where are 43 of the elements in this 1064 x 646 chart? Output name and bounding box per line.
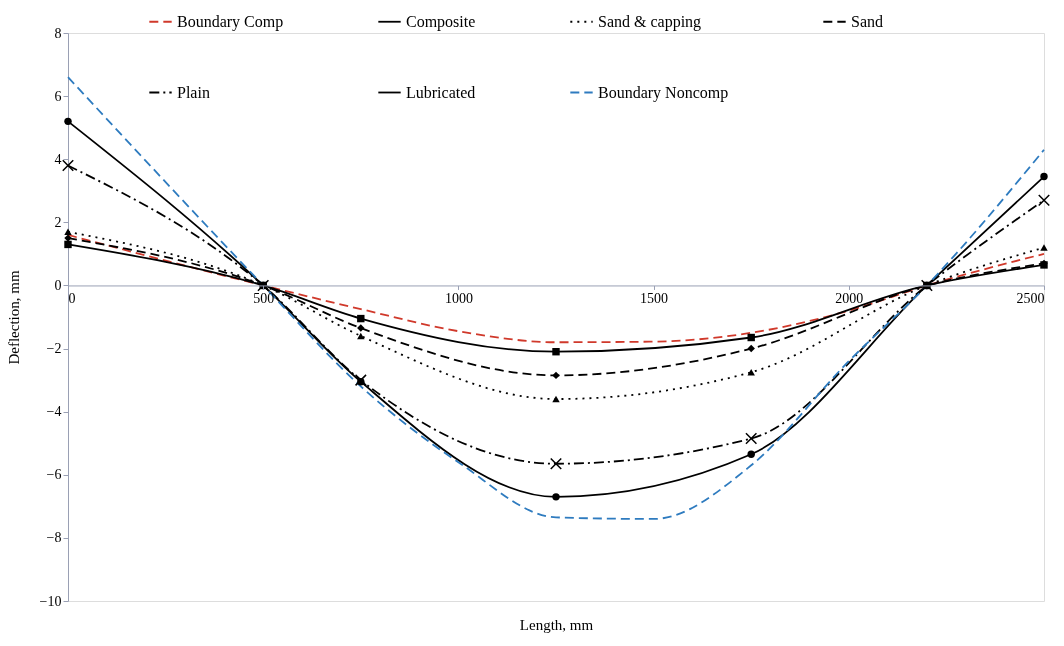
y-tick-label: −4 — [46, 404, 62, 420]
x-tick-label: 1000 — [444, 290, 473, 306]
point — [357, 314, 365, 323]
x-tick-label: 2500 — [1016, 290, 1045, 306]
y-tick-label: 4 — [54, 151, 62, 167]
point — [550, 457, 562, 470]
legend-label: Plain — [177, 83, 210, 101]
x-tick-label: 0 — [68, 290, 76, 306]
x-tick-label: 1500 — [640, 290, 669, 306]
x-tick-label: 500 — [253, 290, 275, 306]
y-tick-label: 8 — [54, 25, 62, 41]
legend-label: Lubricated — [406, 83, 476, 101]
y-tick-label: 0 — [54, 277, 62, 293]
y-tick-label: −10 — [39, 593, 62, 609]
point — [552, 371, 560, 380]
point — [1038, 194, 1050, 207]
point — [745, 432, 758, 445]
x-tick-label: 2000 — [835, 290, 864, 306]
legend-label: Composite — [406, 12, 476, 31]
legend-label: Boundary Noncomp — [598, 83, 729, 102]
point — [552, 348, 560, 356]
point — [64, 240, 72, 249]
y-axis-title: Deflection, mm — [5, 270, 22, 365]
point — [552, 493, 560, 501]
point — [1040, 172, 1048, 181]
point — [62, 159, 74, 172]
point — [64, 228, 72, 236]
y-tick-label: 2 — [54, 214, 62, 230]
y-tick-label: 6 — [54, 88, 62, 104]
point — [357, 332, 365, 340]
point — [747, 344, 755, 353]
point — [552, 395, 560, 403]
legend-label: Boundary Comp — [177, 12, 284, 31]
x-axis-title: Length, mm — [519, 616, 594, 633]
y-tick-label: −6 — [46, 467, 62, 483]
legend-label: Sand — [851, 12, 883, 30]
legend-label: Sand & capping — [598, 12, 702, 31]
point — [747, 333, 755, 342]
y-tick-label: −2 — [46, 341, 62, 357]
point — [1040, 244, 1048, 251]
point — [64, 117, 72, 126]
point — [747, 450, 755, 458]
y-tick-label: −8 — [46, 530, 62, 546]
